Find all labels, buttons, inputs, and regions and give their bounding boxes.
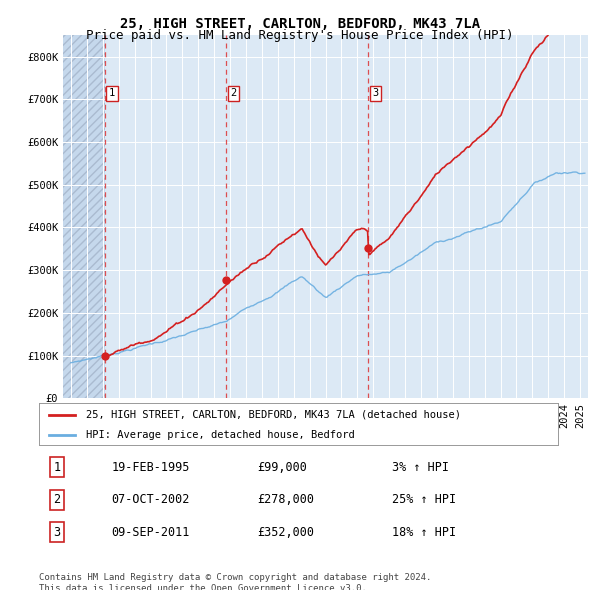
Text: £352,000: £352,000 (257, 526, 314, 539)
Text: Contains HM Land Registry data © Crown copyright and database right 2024.
This d: Contains HM Land Registry data © Crown c… (39, 573, 431, 590)
Text: 3: 3 (372, 88, 379, 99)
Text: £99,000: £99,000 (257, 461, 307, 474)
Text: 3: 3 (53, 526, 61, 539)
Text: 25, HIGH STREET, CARLTON, BEDFORD, MK43 7LA: 25, HIGH STREET, CARLTON, BEDFORD, MK43 … (120, 17, 480, 31)
Text: 1: 1 (53, 461, 61, 474)
Text: 3% ↑ HPI: 3% ↑ HPI (392, 461, 449, 474)
Text: 25, HIGH STREET, CARLTON, BEDFORD, MK43 7LA (detached house): 25, HIGH STREET, CARLTON, BEDFORD, MK43 … (86, 410, 461, 420)
Text: Price paid vs. HM Land Registry's House Price Index (HPI): Price paid vs. HM Land Registry's House … (86, 30, 514, 42)
Text: 1: 1 (109, 88, 115, 99)
Text: 19-FEB-1995: 19-FEB-1995 (112, 461, 190, 474)
Text: 2: 2 (230, 88, 236, 99)
Text: 09-SEP-2011: 09-SEP-2011 (112, 526, 190, 539)
Text: HPI: Average price, detached house, Bedford: HPI: Average price, detached house, Bedf… (86, 430, 355, 440)
Text: £278,000: £278,000 (257, 493, 314, 506)
Text: 25% ↑ HPI: 25% ↑ HPI (392, 493, 456, 506)
Text: 18% ↑ HPI: 18% ↑ HPI (392, 526, 456, 539)
Text: 2: 2 (53, 493, 61, 506)
Text: 07-OCT-2002: 07-OCT-2002 (112, 493, 190, 506)
